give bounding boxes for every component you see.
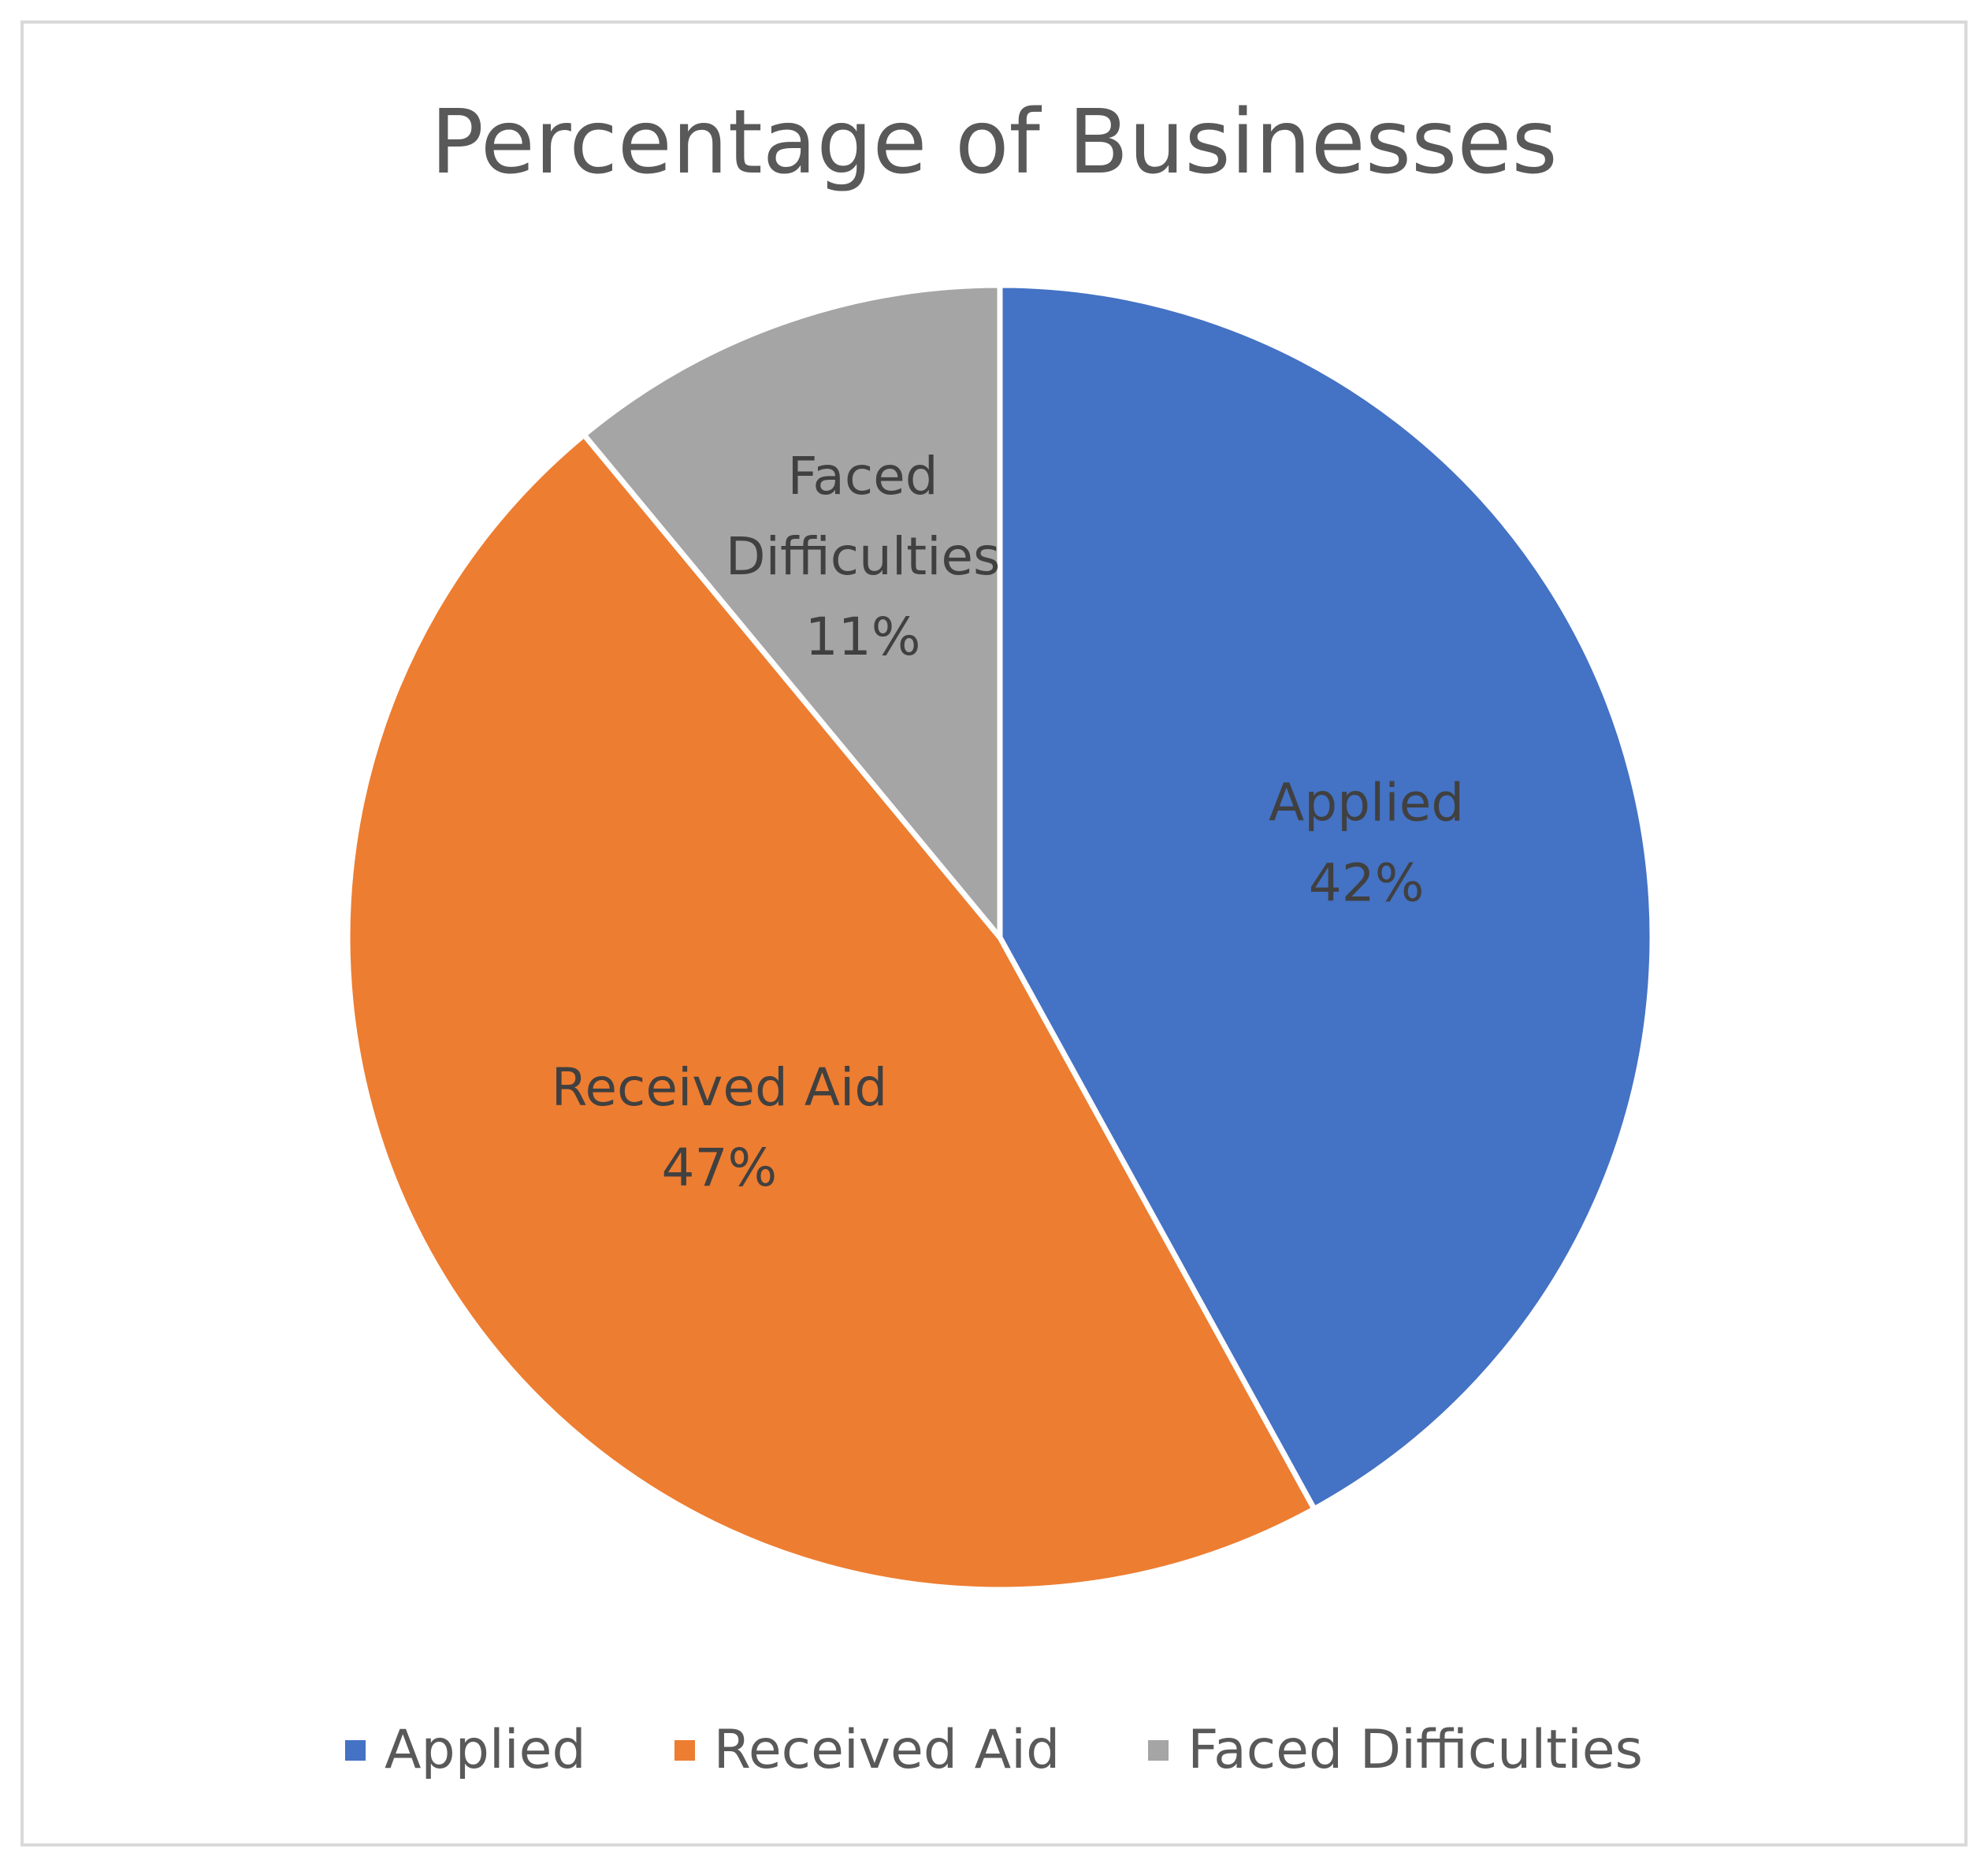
chart-legend: Applied Received Aid Faced Difficulties <box>24 1724 1964 1777</box>
legend-item-faced-difficulties[interactable]: Faced Difficulties <box>1148 1724 1643 1777</box>
data-label-faced-difficulties: Faced Difficulties 11% <box>726 446 1001 667</box>
pie-data-labels: Applied 42% Received Aid 47% Faced Difficulti… <box>552 446 1465 1198</box>
pie-slice-received-aid[interactable] <box>344 432 1317 1593</box>
legend-item-applied[interactable]: Applied <box>345 1724 586 1777</box>
legend-label-faced-difficulties: Faced Difficulties <box>1187 1719 1643 1781</box>
legend-swatch-received-aid <box>674 1740 695 1761</box>
legend-swatch-faced-difficulties <box>1148 1740 1169 1761</box>
data-label-received-aid-line-0: Received Aid <box>552 1057 888 1118</box>
data-label-applied-line-0: Applied <box>1269 773 1464 833</box>
legend-label-received-aid: Received Aid <box>713 1719 1061 1781</box>
pie-slice-faced-difficulties[interactable] <box>581 282 1003 941</box>
legend-item-received-aid[interactable]: Received Aid <box>674 1719 1061 1781</box>
pie-slices <box>344 282 1655 1593</box>
pie-chart: Applied 42% Received Aid 47% Faced Difficulti… <box>344 282 1655 1593</box>
data-label-received-aid: Received Aid 47% <box>552 1057 888 1198</box>
data-label-received-aid-line-1: 47% <box>662 1138 778 1198</box>
chart-frame: Percentage of Businesses Applied 42% Recei… <box>20 20 1968 1847</box>
data-label-applied-line-1: 42% <box>1309 853 1425 914</box>
data-label-applied: Applied 42% <box>1269 773 1464 914</box>
data-label-faced-difficulties-line-0: Faced <box>788 446 938 507</box>
legend-label-applied: Applied <box>385 1719 586 1781</box>
data-label-faced-difficulties-line-2: 11% <box>805 607 921 667</box>
chart-title: Percentage of Businesses <box>430 91 1558 194</box>
pie-slice-applied[interactable] <box>997 282 1655 1513</box>
legend-swatch-applied <box>345 1740 366 1761</box>
data-label-faced-difficulties-line-1: Difficulties <box>726 526 1001 587</box>
